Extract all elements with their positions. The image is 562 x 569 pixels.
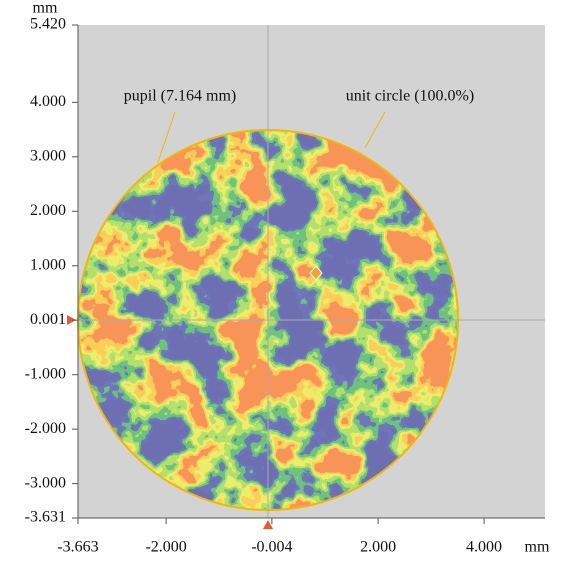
x-tick-label: -2.000 <box>145 539 186 556</box>
y-axis-label: mm <box>33 0 58 17</box>
y-tick-label: 4.000 <box>30 93 66 110</box>
y-tick-label: 2.000 <box>30 202 66 219</box>
leader-line <box>157 111 176 163</box>
y-tick-label: 0.001 <box>30 311 66 328</box>
y-tick-label: -3.631 <box>25 509 66 526</box>
x-marker <box>263 520 273 529</box>
x-tick-label: -3.663 <box>57 539 98 556</box>
y-marker <box>67 315 76 325</box>
marker <box>309 265 323 281</box>
y-tick-label: 3.000 <box>30 147 66 164</box>
annotation: unit circle (100.0%) <box>346 88 474 105</box>
y-tick-label: -1.000 <box>25 365 66 382</box>
x-tick-label: -0.004 <box>251 539 292 556</box>
x-axis-label: mm <box>525 539 550 556</box>
y-tick-label: -3.000 <box>25 474 66 491</box>
x-tick-label: 4.000 <box>466 539 502 556</box>
y-tick-label: 1.000 <box>30 256 66 273</box>
annotation: pupil (7.164 mm) <box>124 88 236 105</box>
x-tick-label: 2.000 <box>360 539 396 556</box>
y-tick-label: 5.420 <box>30 16 66 33</box>
leader-line <box>364 111 386 149</box>
y-tick-label: -2.000 <box>25 420 66 437</box>
